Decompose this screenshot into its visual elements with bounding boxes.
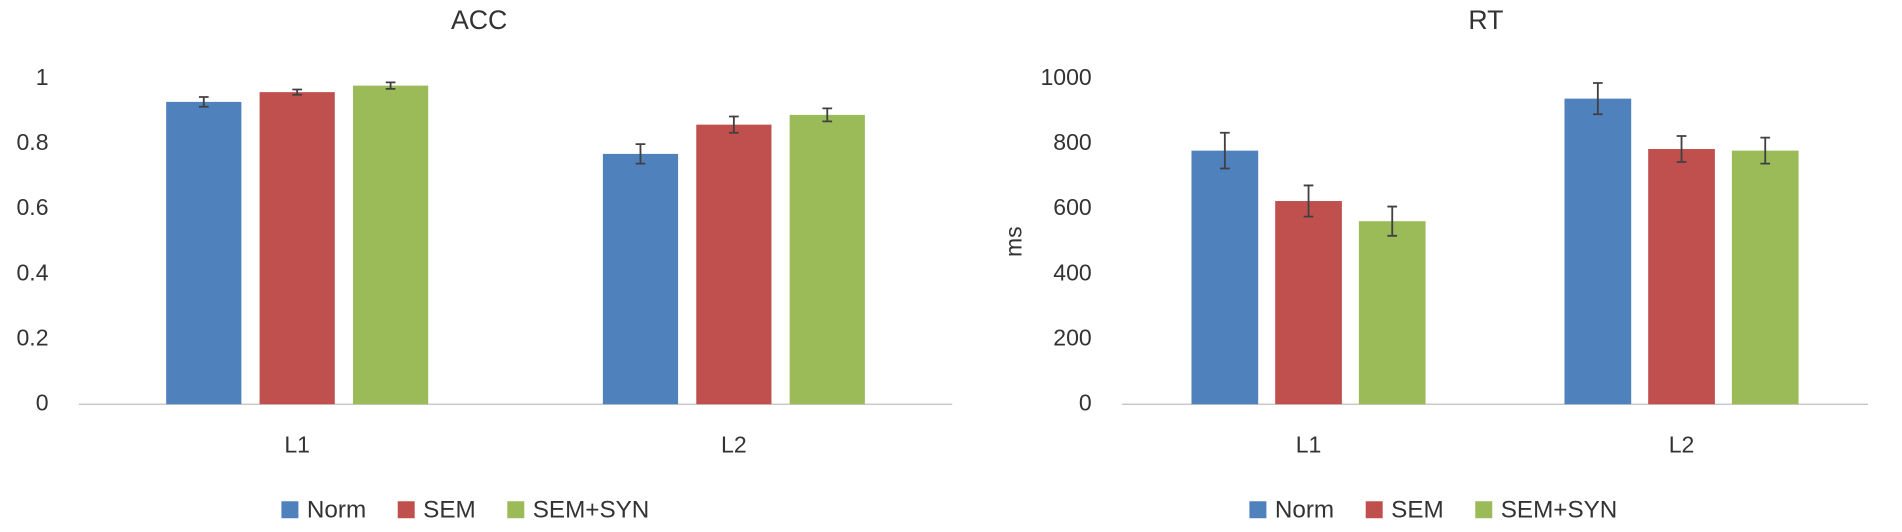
legend-swatch (507, 501, 525, 519)
y-tick-label: 400 (1053, 259, 1091, 285)
legend-label: SEM+SYN (533, 496, 650, 523)
legend-label: Norm (1275, 496, 1334, 523)
y-tick-label: 800 (1053, 129, 1091, 155)
bar (1191, 150, 1259, 405)
chart-title: ACC (451, 5, 507, 35)
legend-swatch (1475, 501, 1493, 519)
error-bar (1592, 82, 1603, 116)
legend-label: SEM+SYN (1501, 496, 1618, 523)
error-bar (635, 143, 646, 165)
x-tick-label: L1 (1296, 432, 1322, 458)
error-bar (1676, 135, 1687, 163)
bar (789, 114, 865, 405)
y-tick-label: 0.6 (16, 194, 48, 220)
chart-title: RT (1468, 5, 1503, 35)
y-tick-label: 0.8 (16, 129, 48, 155)
legend-swatch (1365, 501, 1383, 519)
legend-swatch (281, 501, 299, 519)
y-tick-label: 1000 (1040, 64, 1091, 90)
y-tick-label: 600 (1053, 194, 1091, 220)
legend-label: SEM (1391, 496, 1444, 523)
error-bar (292, 88, 303, 96)
legend-swatch (397, 501, 415, 519)
bar (602, 153, 679, 405)
x-tick-label: L2 (721, 432, 747, 458)
legend-swatch (1249, 501, 1267, 519)
legend-label: SEM (423, 496, 476, 523)
error-bar (1219, 131, 1230, 170)
error-bar (1387, 205, 1398, 237)
bar (1648, 149, 1715, 405)
bar (1275, 201, 1342, 405)
error-bar (1303, 184, 1314, 218)
y-tick-label: 0 (1079, 389, 1092, 415)
bar (1564, 98, 1632, 405)
x-tick-label: L1 (284, 432, 310, 458)
error-bar (198, 96, 209, 108)
x-tick-label: L2 (1669, 432, 1695, 458)
bar (259, 92, 335, 405)
bar (352, 85, 429, 405)
legend-label: Norm (307, 496, 366, 523)
bar (1358, 221, 1426, 405)
error-bar (822, 107, 833, 123)
y-tick-label: 1 (36, 64, 49, 90)
bar (1731, 150, 1799, 405)
y-tick-label: 0.2 (16, 324, 48, 350)
y-axis-label: ms (1000, 226, 1026, 257)
bar (696, 124, 772, 405)
y-tick-label: 200 (1053, 324, 1091, 350)
y-tick-label: 0.4 (16, 259, 48, 285)
error-bar (385, 81, 396, 90)
error-bar (729, 115, 739, 134)
y-tick-label: 0 (36, 389, 49, 415)
bar (166, 101, 242, 405)
error-bar (1760, 136, 1771, 165)
